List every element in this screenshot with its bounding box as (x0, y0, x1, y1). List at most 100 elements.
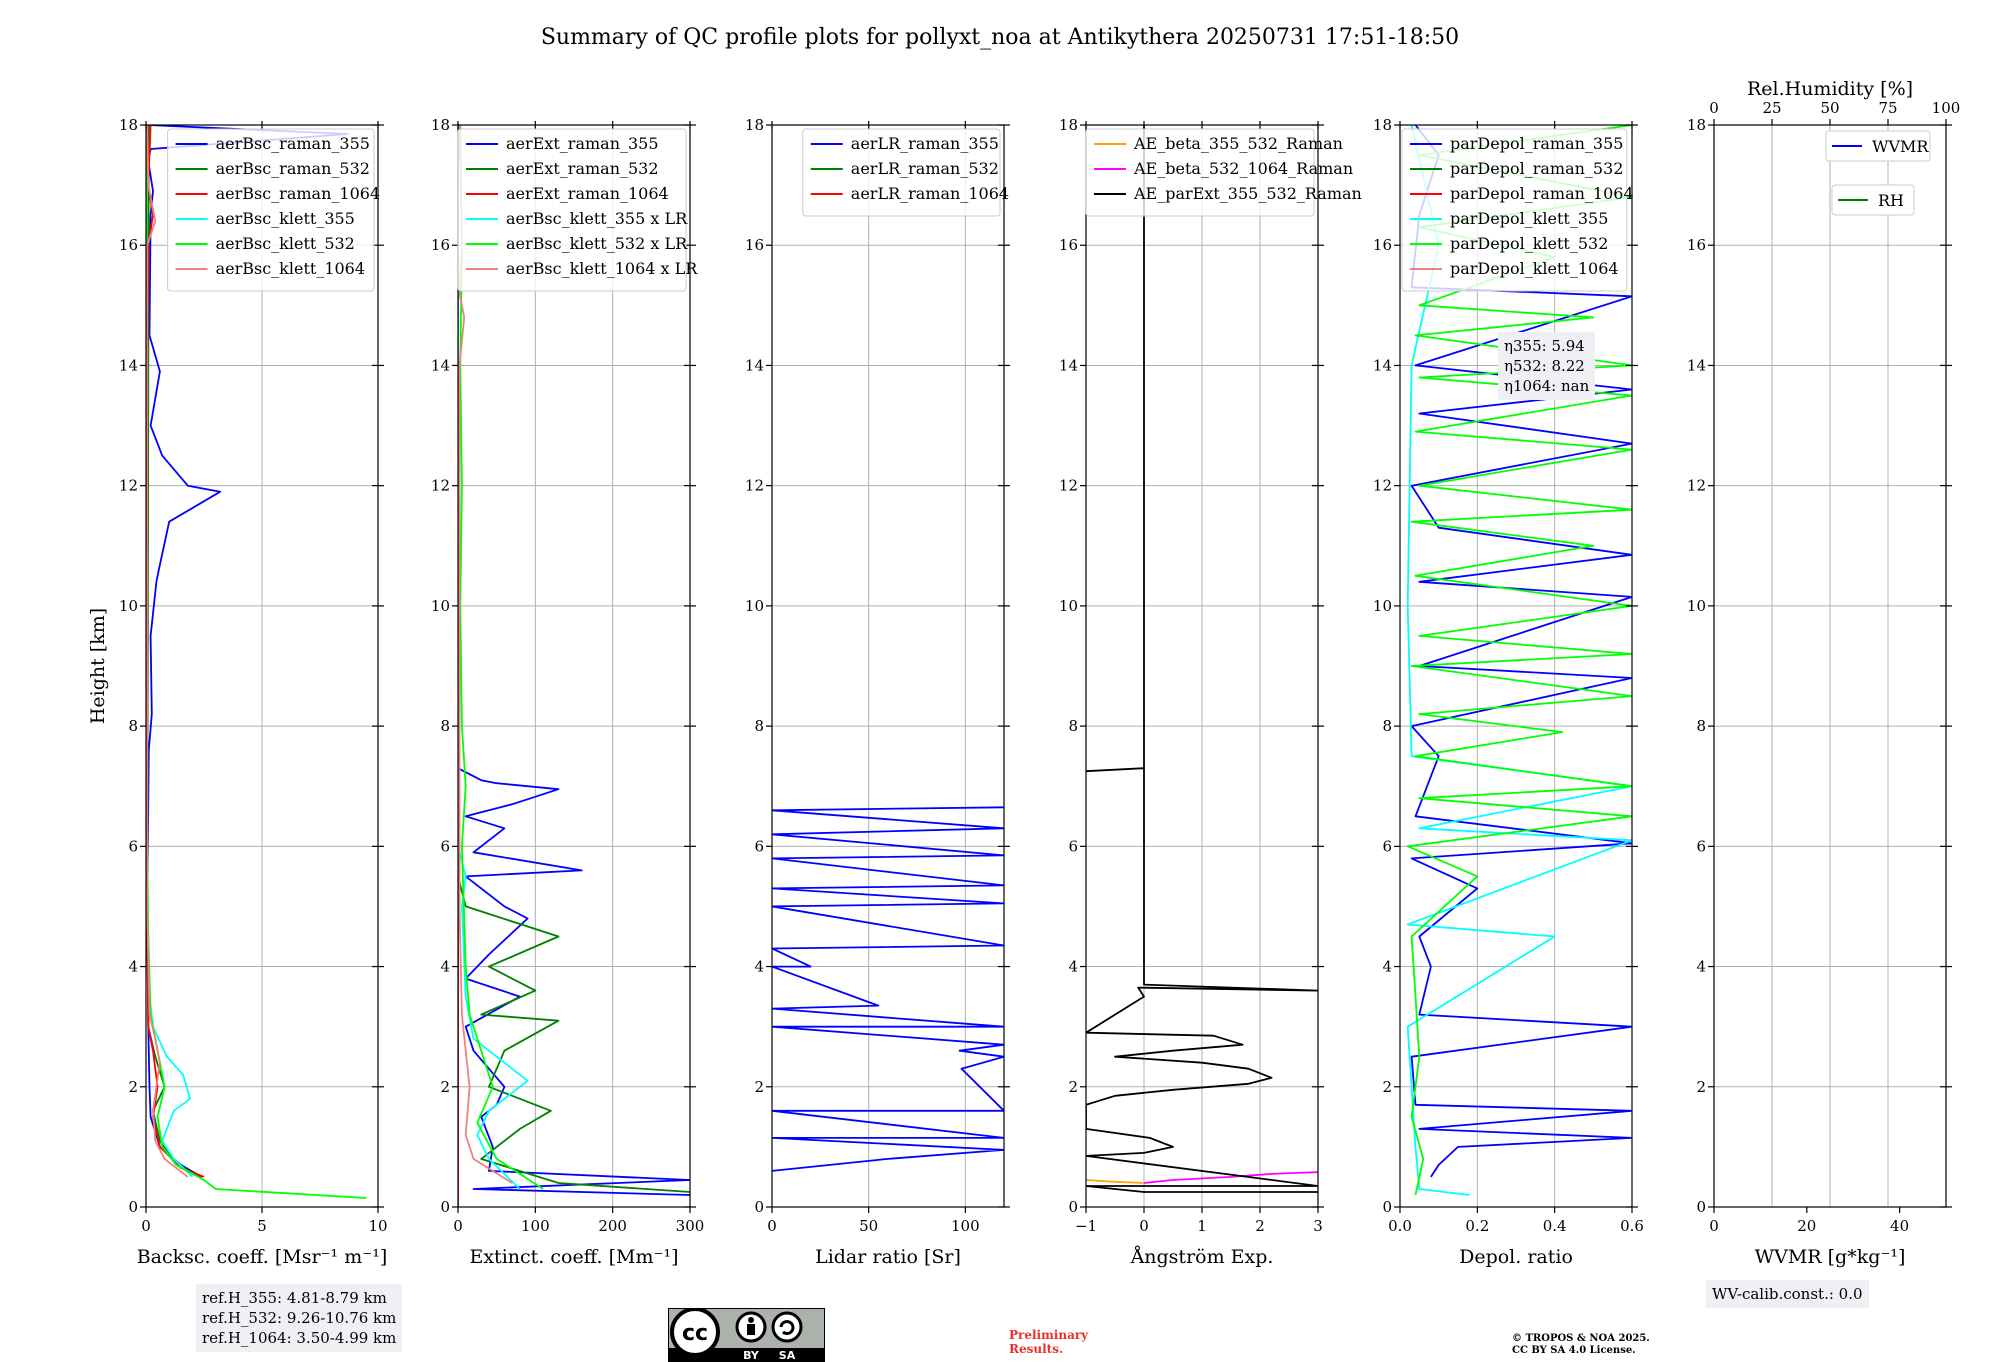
ytick-label: 16 (1687, 236, 1706, 254)
xtick-label: 0.4 (1543, 1217, 1567, 1235)
series-aerBsc_klett_355 x LR (458, 125, 529, 1190)
wv-calib-box: WV-calib.const.: 0.0 (1706, 1280, 1869, 1308)
ytick-label: 8 (128, 717, 138, 735)
series-group (146, 125, 367, 1199)
ytick-label: 6 (1696, 837, 1706, 855)
legend-label: aerBsc_klett_532 x LR (506, 234, 688, 253)
legend-label: parDepol_raman_532 (1450, 159, 1623, 178)
x-axis-label: Depol. ratio (1459, 1246, 1573, 1268)
refh-1064: ref.H_1064: 3.50-4.99 km (202, 1329, 397, 1347)
x-axis-label: Extinct. coeff. [Mm⁻¹] (469, 1246, 678, 1268)
ytick-label: 4 (1382, 958, 1392, 976)
ytick-label: 6 (128, 837, 138, 855)
ytick-label: 6 (1068, 837, 1078, 855)
ytick-label: 2 (754, 1078, 764, 1096)
series-parDepol_klett_532 (1406, 125, 1632, 1196)
legend-label: aerBsc_klett_532 (216, 234, 355, 253)
ytick-label: 10 (1687, 597, 1706, 615)
legend-box (1085, 128, 1315, 217)
series-AE_beta_532_1064_Raman (1143, 1171, 1318, 1184)
axes-frame (771, 124, 1005, 1208)
legend-label: aerBsc_raman_532 (216, 159, 370, 178)
legend-label: aerBsc_klett_1064 x LR (506, 259, 698, 278)
top-xtick-label: 50 (1820, 99, 1839, 117)
xtick-label: 300 (676, 1217, 705, 1235)
ytick-label: 14 (1373, 356, 1392, 374)
series-AE_parExt_355_532_Raman (1086, 125, 1318, 1193)
reference-height-box: ref.H_355: 4.81-8.79 km ref.H_532: 9.26-… (196, 1284, 403, 1352)
x-axis-label: Backsc. coeff. [Msr⁻¹ m⁻¹] (137, 1246, 388, 1268)
ytick-label: 16 (119, 236, 138, 254)
ytick-label: 14 (745, 356, 764, 374)
ytick-label: 0 (1068, 1198, 1078, 1216)
legend-box (457, 128, 687, 292)
panel-lidar_ratio: 0 2 4 6 8 10 12 14 16 18 0 50 100 Lidar ratio [Sr] aer… (745, 116, 1010, 1268)
legend-label: aerBsc_klett_355 x LR (506, 209, 688, 228)
xtick-label: 50 (859, 1217, 878, 1235)
ytick-label: 12 (431, 477, 450, 495)
legend-label: WVMR (1872, 137, 1929, 156)
axes-frame (457, 124, 691, 1208)
ytick-label: 0 (440, 1198, 450, 1216)
copyright-note: © TROPOS & NOA 2025. CC BY SA 4.0 Licens… (1512, 1333, 1650, 1357)
eta-1064: η1064: nan (1504, 377, 1590, 395)
series-aerBsc_raman_1064 (146, 125, 205, 1178)
legend-label: parDepol_raman_1064 (1450, 184, 1634, 203)
ytick-label: 14 (119, 356, 138, 374)
cc-by-sa-license-logo: cc BY SA (668, 1308, 825, 1362)
panel-extinction: 0 2 4 6 8 10 12 14 16 18 0 100 200 300 Extinct. coeff.… (431, 116, 704, 1268)
xtick-label: 100 (951, 1217, 980, 1235)
series-aerExt_raman_355 (458, 125, 690, 1196)
ytick-label: 0 (754, 1198, 764, 1216)
ytick-label: 0 (1382, 1198, 1392, 1216)
ytick-label: 4 (1696, 958, 1706, 976)
series-AE_beta_355_532_Raman (1086, 1179, 1145, 1184)
ytick-label: 0 (1696, 1198, 1706, 1216)
legend-label: parDepol_klett_1064 (1450, 259, 1619, 278)
series-group (1086, 125, 1318, 1193)
xtick-label: 0 (767, 1217, 777, 1235)
legend-box (1401, 128, 1628, 292)
ytick-label: 16 (745, 236, 764, 254)
ytick-label: 2 (1696, 1078, 1706, 1096)
legend-label: parDepol_raman_355 (1450, 134, 1623, 153)
xtick-label: 1 (1197, 1217, 1207, 1235)
ytick-label: 8 (754, 717, 764, 735)
xtick-label: 5 (257, 1217, 267, 1235)
panel-backscatter: 0 2 4 6 8 10 12 14 16 18 0 5 10 Backsc. coeff. [Msr⁻¹… (87, 116, 388, 1268)
ytick-label: 4 (1068, 958, 1078, 976)
ytick-label: 4 (754, 958, 764, 976)
by-text: BY (743, 1349, 760, 1362)
copyright-line-2: CC BY SA 4.0 License. (1512, 1345, 1636, 1356)
ytick-label: 12 (745, 477, 764, 495)
ytick-label: 16 (1373, 236, 1392, 254)
ytick-label: 6 (754, 837, 764, 855)
xtick-label: 20 (1797, 1217, 1816, 1235)
legend-label: aerExt_raman_1064 (506, 184, 669, 203)
ytick-label: 8 (1696, 717, 1706, 735)
xtick-label: 10 (368, 1217, 387, 1235)
ytick-label: 2 (1382, 1078, 1392, 1096)
xtick-label: 0 (1139, 1217, 1149, 1235)
legend-label: aerBsc_klett_355 (216, 209, 355, 228)
xtick-label: 0 (453, 1217, 463, 1235)
xtick-label: 0.2 (1465, 1217, 1489, 1235)
legend-label: aerExt_raman_532 (506, 159, 659, 178)
xtick-label: 40 (1890, 1217, 1909, 1235)
preliminary-line-2: Results. (1009, 1342, 1064, 1356)
ytick-label: 16 (1059, 236, 1078, 254)
ytick-label: 10 (1059, 597, 1078, 615)
sa-text: SA (779, 1349, 796, 1362)
legend-box (1831, 184, 1915, 216)
series-group (458, 125, 690, 1207)
eta-box: η355: 5.94 η532: 8.22 η1064: nan (1498, 332, 1596, 400)
xtick-label: 0 (1709, 1217, 1719, 1235)
legend-box (167, 128, 375, 292)
ytick-label: 10 (745, 597, 764, 615)
ytick-label: 12 (1373, 477, 1392, 495)
refh-355: ref.H_355: 4.81-8.79 km (202, 1289, 387, 1307)
series-group (772, 806, 1004, 1172)
x-axis-label: Ångström Exp. (1130, 1246, 1274, 1268)
legend-label: AE_parExt_355_532_Raman (1133, 184, 1362, 203)
